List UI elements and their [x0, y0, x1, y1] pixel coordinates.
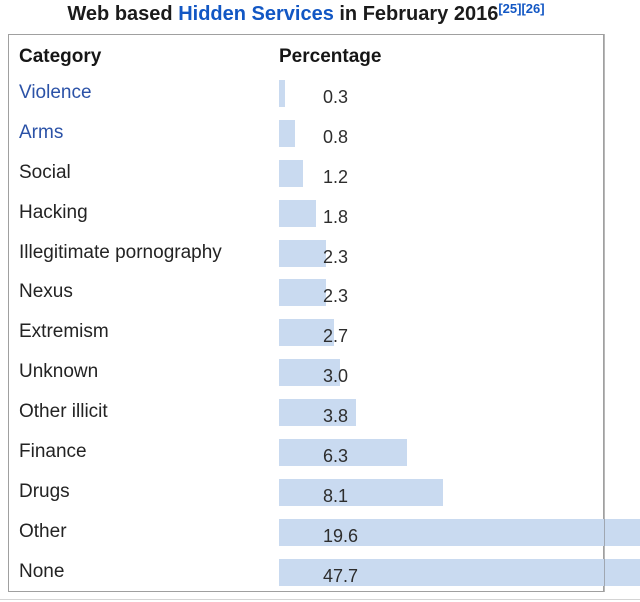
table-row: Finance 6.3: [9, 433, 603, 473]
table-row: Extremism 2.7: [9, 313, 603, 353]
percentage-bar: [279, 159, 304, 187]
table-row: Other illicit 3.8: [9, 393, 603, 433]
percentage-value: 8.1: [323, 485, 349, 506]
percentage-value: 47.7: [323, 565, 359, 586]
percentage-value: 6.3: [323, 446, 349, 467]
chart-title: Web based Hidden Services in February 20…: [0, 1, 612, 26]
column-header-percentage: Percentage: [279, 46, 382, 67]
percentage-value: 3.0: [323, 366, 349, 387]
percentage-value: 2.3: [323, 286, 349, 307]
category-label-social: Social: [19, 161, 71, 183]
percentage-bar: [279, 359, 340, 387]
percentage-value: 1.2: [323, 166, 349, 187]
category-link-violence[interactable]: Violence: [19, 82, 92, 103]
table-row: Unknown 3.0: [9, 353, 603, 393]
category-label-illegitimate-pornography: Illegitimate pornography: [19, 241, 222, 263]
percentage-value: 3.8: [323, 406, 349, 427]
category-label-none: None: [19, 560, 65, 582]
table-row: Violence 0.3: [9, 74, 603, 114]
reference-25-link[interactable]: [25]: [498, 1, 522, 16]
percentage-bar: [279, 80, 286, 107]
percentage-value: 1.8: [323, 206, 349, 227]
percentage-value: 2.3: [323, 246, 349, 267]
category-label-extremism: Extremism: [19, 321, 109, 343]
table-row: None 47.7: [9, 553, 640, 593]
percentage-value: 2.7: [323, 326, 349, 347]
bottom-divider: [0, 599, 640, 600]
column-header-category: Category: [19, 46, 102, 67]
table-row: Arms 0.8: [9, 114, 603, 154]
percentage-bar: [279, 119, 296, 147]
percentage-bar: [279, 518, 640, 546]
hidden-services-table: Category Percentage Violence 0.3 Arms 0.…: [8, 34, 640, 593]
percentage-bar: [279, 239, 326, 267]
table-row: Hacking 1.8: [9, 194, 603, 234]
category-label-drugs: Drugs: [19, 480, 70, 502]
category-label-other: Other: [19, 520, 67, 542]
table-row: Illegitimate pornography 2.3: [9, 234, 603, 274]
category-label-unknown: Unknown: [19, 361, 99, 383]
category-label-nexus: Nexus: [19, 281, 73, 303]
percentage-bar: [279, 478, 444, 506]
category-label-other-illicit: Other illicit: [19, 401, 108, 423]
percentage-value: 0.8: [323, 126, 349, 147]
hidden-services-link[interactable]: Hidden Services: [178, 3, 334, 25]
table-row: Drugs 8.1: [9, 473, 603, 513]
percentage-value: 0.3: [323, 87, 349, 107]
category-link-arms[interactable]: Arms: [19, 121, 64, 143]
percentage-bar: [279, 199, 316, 227]
percentage-bar: [279, 558, 640, 586]
percentage-value: 19.6: [323, 525, 359, 546]
table-header-row: Category Percentage: [9, 35, 603, 74]
percentage-bar: [279, 319, 334, 347]
table-row: Social 1.2: [9, 154, 603, 194]
table-right-border: [604, 34, 605, 592]
category-label-hacking: Hacking: [19, 201, 88, 223]
percentage-bar: [279, 439, 407, 467]
reference-26-link[interactable]: [26]: [521, 1, 545, 16]
percentage-bar: [279, 399, 357, 427]
category-label-finance: Finance: [19, 441, 87, 463]
percentage-bar: [279, 279, 326, 307]
title-text-prefix: Web based: [67, 3, 179, 25]
title-text-suffix: in February 2016: [333, 3, 499, 25]
table-row: Other 19.6: [9, 513, 640, 553]
table-row: Nexus 2.3: [9, 273, 603, 313]
